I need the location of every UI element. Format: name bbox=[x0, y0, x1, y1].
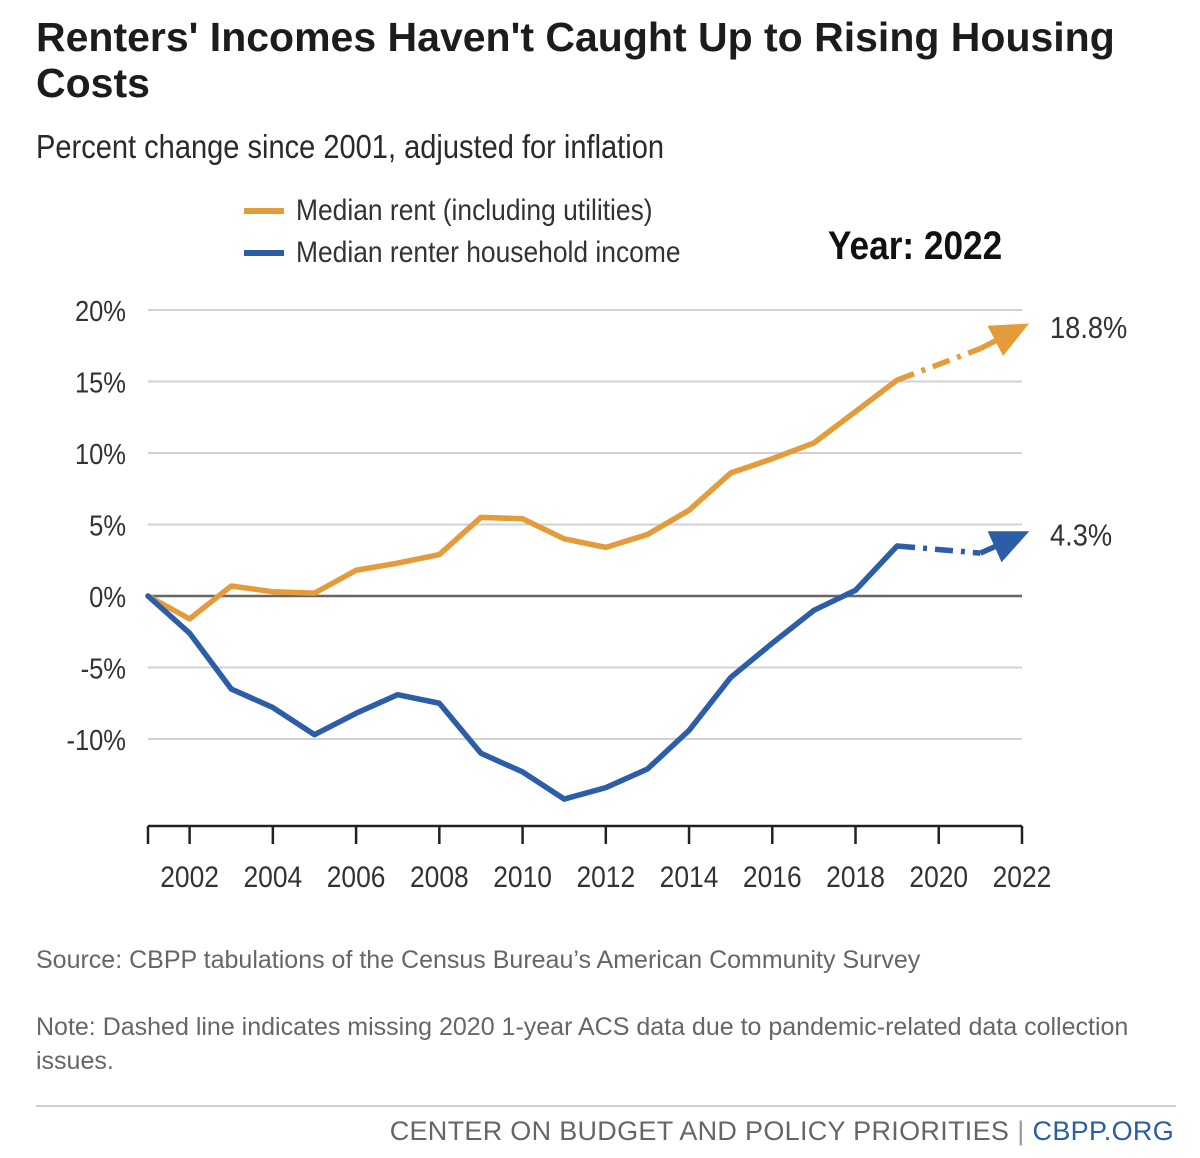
data-note: Note: Dashed line indicates missing 2020… bbox=[36, 1013, 1129, 1075]
dashed-gap-segment bbox=[896, 543, 981, 556]
series-layer bbox=[145, 323, 1030, 802]
y-tick-label: 10% bbox=[75, 437, 126, 470]
legend-swatch-income bbox=[244, 250, 284, 256]
series-income bbox=[145, 531, 1030, 802]
x-tick-label: 2002 bbox=[160, 859, 219, 893]
x-tick-label: 2018 bbox=[826, 859, 885, 893]
series-line bbox=[145, 543, 900, 802]
y-tick-label: 0% bbox=[89, 580, 126, 613]
legend: Median rent (including utilities) Median… bbox=[244, 190, 733, 274]
x-tick-label: 2006 bbox=[327, 859, 386, 893]
legend-item-income: Median renter household income bbox=[244, 232, 733, 274]
year-annotation: Year: 2022 bbox=[828, 224, 1003, 268]
chart-subtitle: Percent change since 2001, adjusted for … bbox=[36, 128, 665, 165]
y-tick-label: 5% bbox=[89, 509, 126, 542]
end-value-label: 18.8% bbox=[1050, 312, 1127, 346]
x-tick-label: 2022 bbox=[993, 859, 1052, 893]
line-chart: 20% 15% 10% 5% 0% -5% -10% 2002 2004 2006 2008 2010… bbox=[66, 294, 1127, 893]
source-note: Source: CBPP tabulations of the Census B… bbox=[36, 946, 921, 974]
x-tick-label: 2004 bbox=[243, 859, 302, 893]
footer-org: CENTER ON BUDGET AND POLICY PRIORITIES bbox=[389, 1116, 1010, 1146]
x-tick-label: 2014 bbox=[660, 859, 719, 893]
end-value-label: 4.3% bbox=[1050, 519, 1112, 553]
arrowhead bbox=[987, 323, 1030, 357]
y-tick-label: -5% bbox=[81, 652, 126, 685]
legend-swatch-rent bbox=[244, 208, 284, 214]
x-tick-label: 2010 bbox=[493, 859, 552, 893]
y-tick-label: 20% bbox=[75, 294, 126, 327]
axis-layer: 20% 15% 10% 5% 0% -5% -10% 2002 2004 2006 2008 2010… bbox=[66, 294, 1051, 893]
x-tick-label: 2012 bbox=[576, 859, 635, 893]
y-tick-label: 15% bbox=[75, 366, 126, 399]
legend-item-rent: Median rent (including utilities) bbox=[244, 190, 733, 232]
x-tick-label: 2020 bbox=[909, 859, 968, 893]
legend-label-income: Median renter household income bbox=[296, 236, 681, 269]
footer-site-link[interactable]: CBPP.ORG bbox=[1032, 1116, 1174, 1146]
series-rent bbox=[145, 323, 1030, 622]
footer-separator: | bbox=[1017, 1116, 1025, 1146]
grid-layer bbox=[148, 309, 1022, 740]
x-tick-label: 2016 bbox=[743, 859, 802, 893]
arrowhead bbox=[987, 531, 1030, 563]
x-tick-label: 2008 bbox=[410, 859, 469, 893]
dashed-gap-segment bbox=[896, 346, 982, 383]
legend-label-rent: Median rent (including utilities) bbox=[296, 194, 653, 227]
y-tick-label: -10% bbox=[66, 723, 126, 756]
series-line bbox=[145, 377, 900, 622]
label-layer: 18.8% 4.3% bbox=[1050, 312, 1127, 553]
chart-title: Renters' Incomes Haven't Caught Up to Ri… bbox=[36, 14, 1115, 106]
footer-divider bbox=[36, 1105, 1176, 1107]
footer: CENTER ON BUDGET AND POLICY PRIORITIES | C… bbox=[390, 1116, 1174, 1147]
